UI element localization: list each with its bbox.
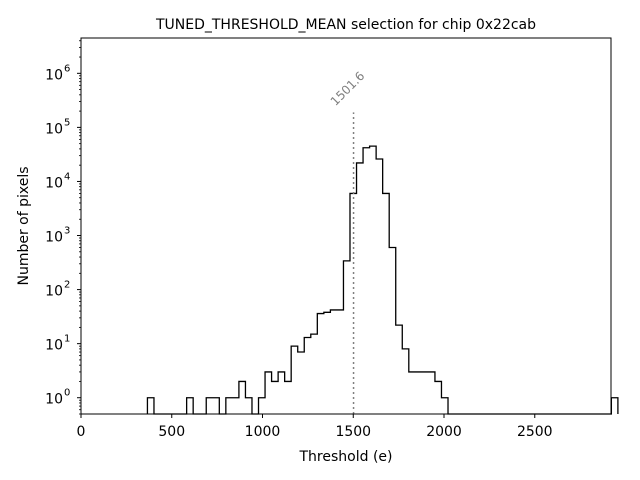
y-axis-label: Number of pixels xyxy=(16,166,32,285)
chart-title: TUNED_THRESHOLD_MEAN selection for chip … xyxy=(155,17,536,33)
y-tick-exponent: 0 xyxy=(64,388,70,399)
y-tick-exponent: 3 xyxy=(64,226,70,237)
x-axis: 0 500 1000 1500 2000 2500 xyxy=(77,414,553,440)
x-tick-label: 1500 xyxy=(335,424,371,440)
mean-threshold-label: 1501.6 xyxy=(328,69,368,109)
histogram-step-line xyxy=(146,145,619,415)
x-tick-label: 2500 xyxy=(517,424,553,440)
y-tick-exponent: 1 xyxy=(64,334,70,345)
x-tick-label: 2000 xyxy=(426,424,462,440)
x-tick-label: 1000 xyxy=(245,424,281,440)
annotation-group: 1501.6 xyxy=(328,69,368,414)
y-tick-exponent: 5 xyxy=(64,117,70,128)
y-tick-label: 10 xyxy=(45,338,63,354)
y-tick-label: 10 xyxy=(45,67,63,83)
y-tick-exponent: 2 xyxy=(64,280,70,291)
y-tick-label: 10 xyxy=(45,175,63,191)
x-tick-label: 0 xyxy=(77,424,86,440)
y-tick-exponent: 6 xyxy=(64,63,70,74)
y-tick-label: 10 xyxy=(45,121,63,137)
plot-area xyxy=(146,145,619,415)
y-tick-label: 10 xyxy=(45,230,63,246)
axes-frame xyxy=(80,37,612,415)
y-tick-exponent: 4 xyxy=(64,171,70,182)
y-tick-label: 10 xyxy=(45,392,63,408)
x-tick-label: 500 xyxy=(158,424,185,440)
y-tick-label: 10 xyxy=(45,284,63,300)
x-axis-label: Threshold (e) xyxy=(299,449,393,465)
